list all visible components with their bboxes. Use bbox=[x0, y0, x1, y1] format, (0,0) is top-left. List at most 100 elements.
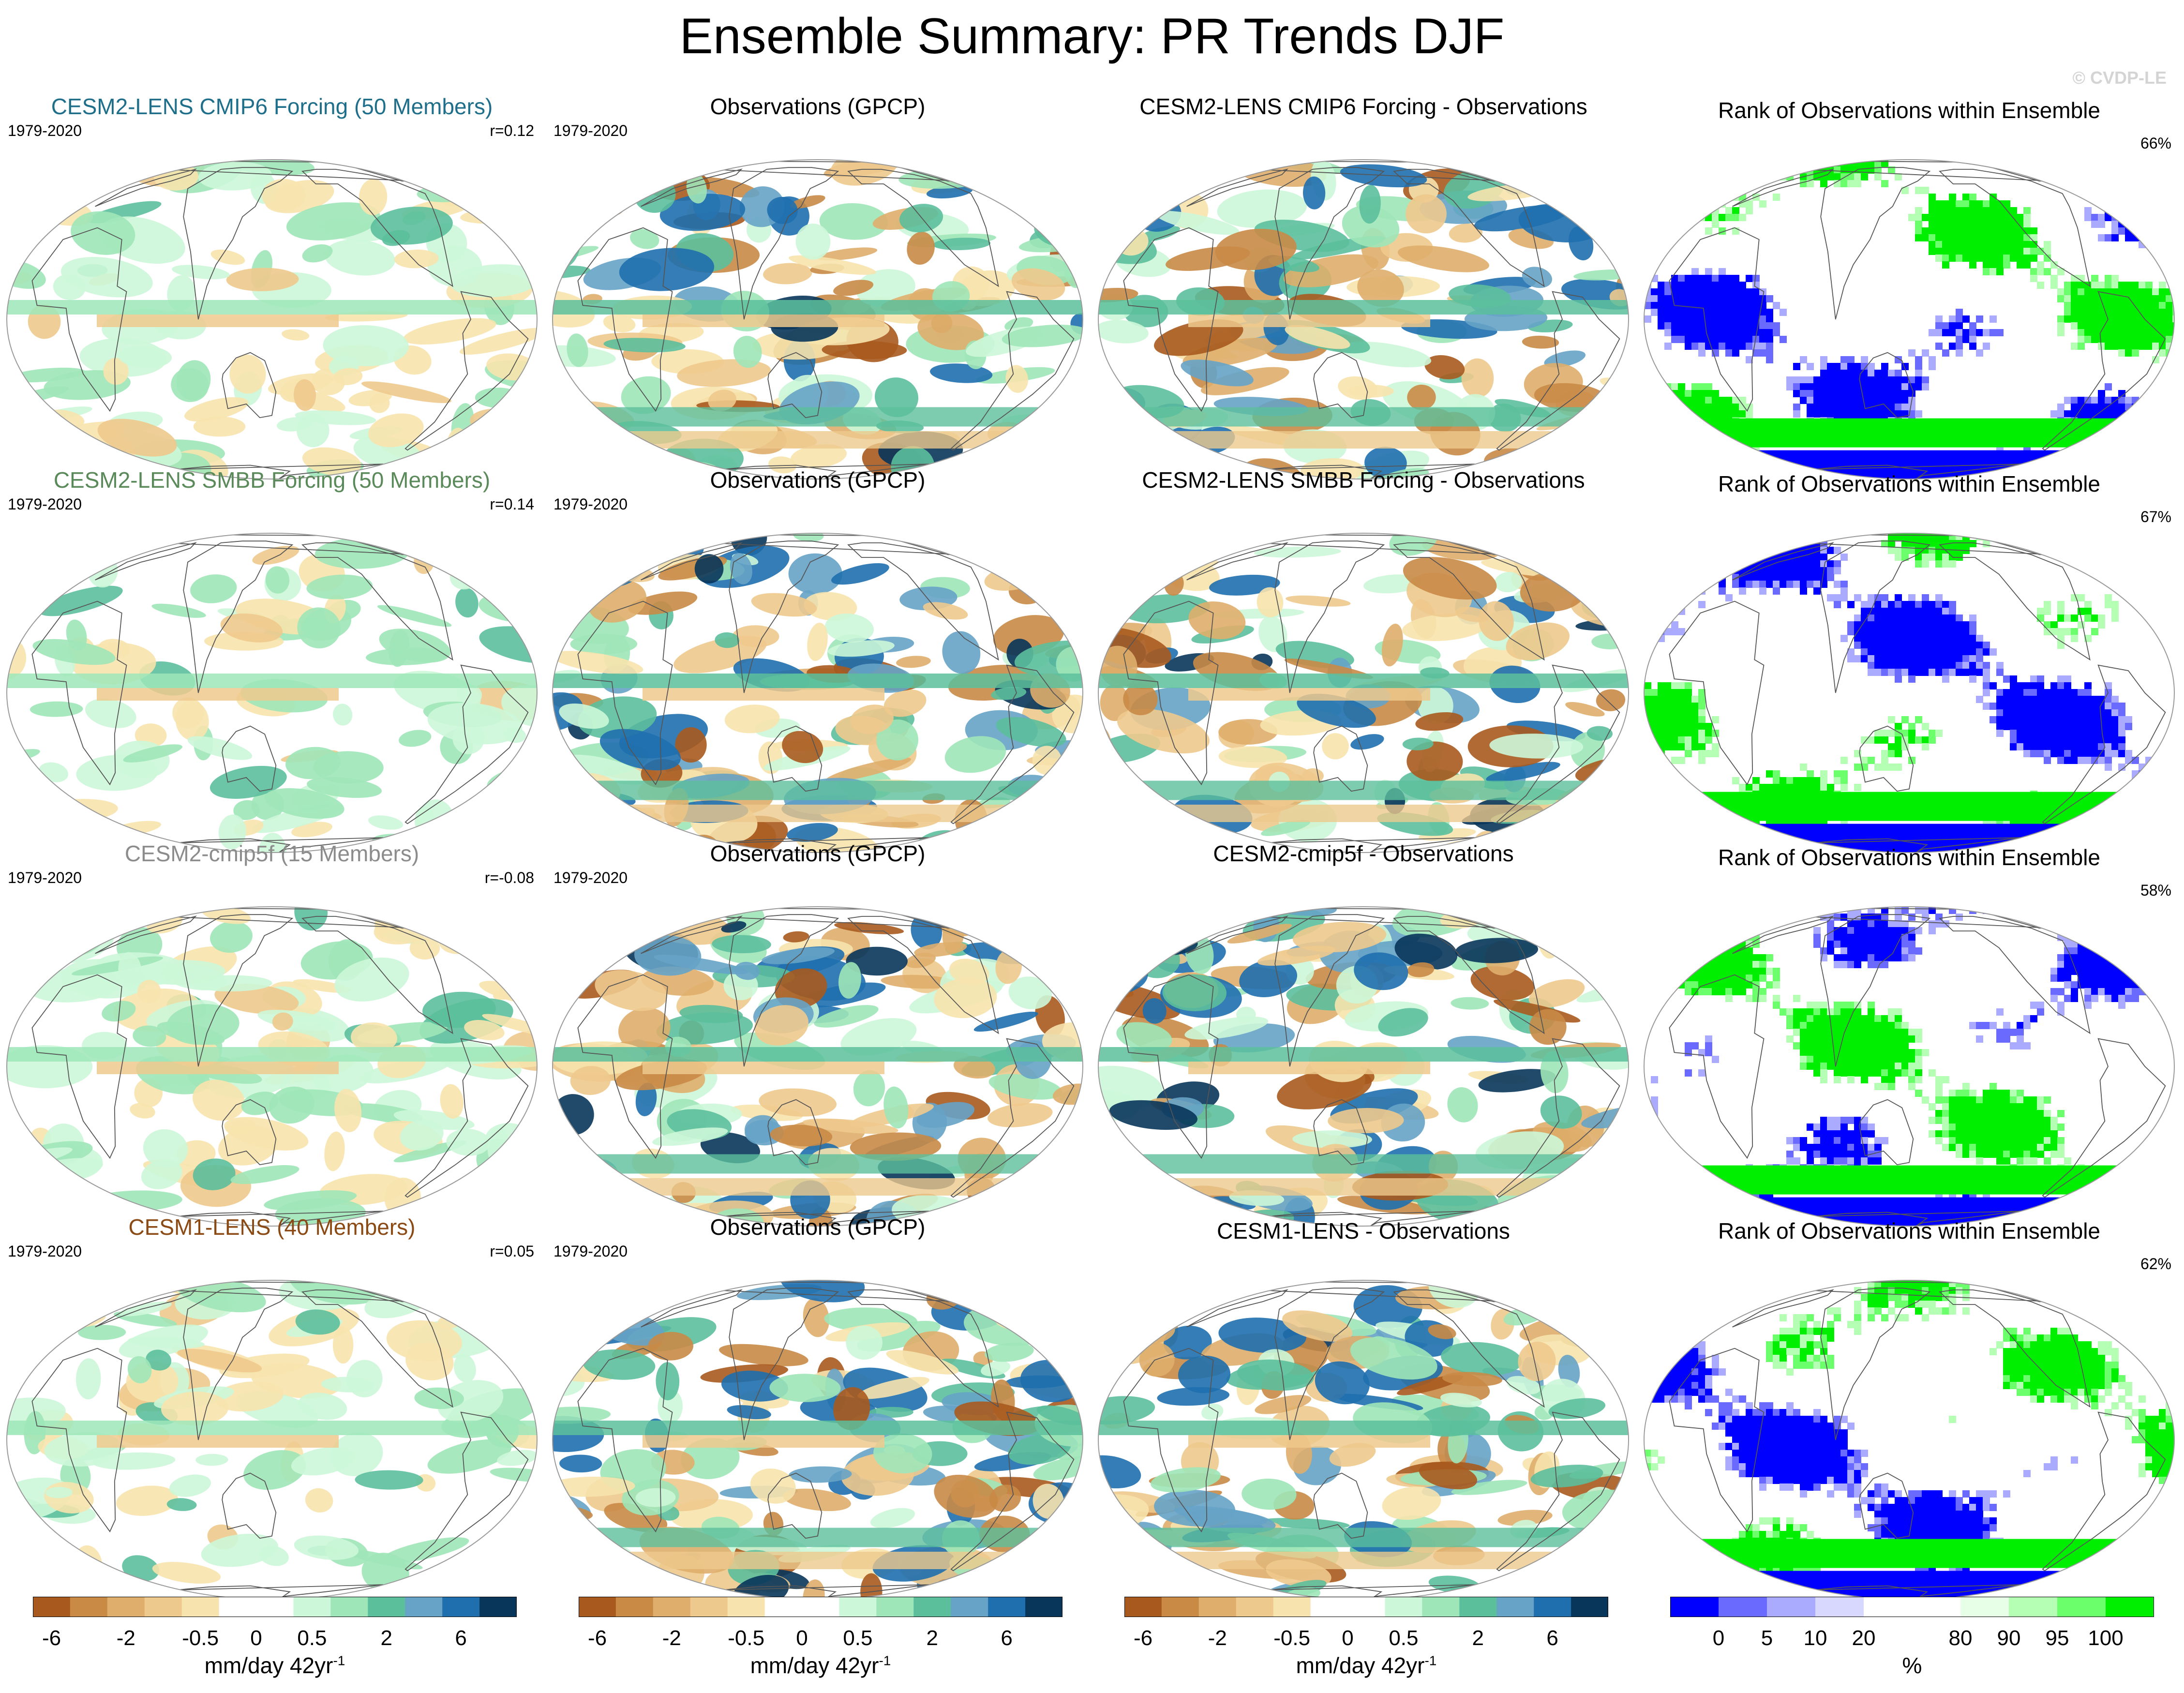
coastline-3 bbox=[1274, 1288, 1385, 1440]
map-field bbox=[7, 1280, 537, 1600]
map-field bbox=[7, 160, 537, 479]
colorbar-swatch bbox=[1310, 1597, 1348, 1617]
coastline-2 bbox=[301, 915, 453, 1034]
coastline-3 bbox=[729, 914, 839, 1067]
coastline-5 bbox=[641, 915, 743, 954]
coastline-2 bbox=[1393, 168, 1545, 287]
colorbar-tick-label: 0 bbox=[1713, 1626, 1724, 1650]
map-panel-r1c3: CESM2-LENS CMIP6 Forcing - Observations bbox=[1092, 92, 1635, 479]
panel-title: Observations (GPCP) bbox=[710, 841, 926, 866]
coastline-3 bbox=[183, 167, 294, 320]
coastline-1 bbox=[2042, 664, 2166, 824]
map-panel-r4c3: CESM1-LENS - Observations bbox=[1092, 1213, 1635, 1600]
colorbar-swatch bbox=[144, 1597, 182, 1617]
coastline-2 bbox=[847, 168, 999, 287]
panel-period: 1979-2020 bbox=[8, 122, 82, 139]
map-plot bbox=[1098, 533, 1629, 853]
colorbar-tick-label: 5 bbox=[1761, 1626, 1773, 1650]
coastline-1 bbox=[950, 291, 1075, 451]
colorbar-swatch bbox=[2106, 1597, 2154, 1617]
panel-title: Observations (GPCP) bbox=[710, 94, 926, 119]
map-panel-r1c4: Rank of Observations within Ensemble 66% bbox=[1637, 92, 2181, 479]
map-border bbox=[1644, 533, 2175, 853]
coastline-4 bbox=[1123, 1348, 1219, 1533]
coastline-1 bbox=[2042, 1411, 2166, 1572]
colorbar-2: -6 -2 -0.5 0 0.5 2 6 mm/day 42yr-1 bbox=[579, 1597, 1062, 1689]
colorbar-swatch bbox=[1767, 1597, 1816, 1617]
panel-title: CESM2-LENS SMBB Forcing - Observations bbox=[1142, 467, 1585, 493]
coastline-2 bbox=[301, 1289, 453, 1408]
panel-title: Observations (GPCP) bbox=[710, 1214, 926, 1240]
map-panel-r2c4: Rank of Observations within Ensemble 67% bbox=[1637, 465, 2181, 853]
coastline-5 bbox=[95, 168, 197, 207]
panel-period: 1979-2020 bbox=[8, 495, 82, 513]
colorbar-swatch bbox=[1534, 1597, 1571, 1617]
panel-title: Rank of Observations within Ensemble bbox=[1718, 471, 2101, 496]
colorbar-tick-label: 80 bbox=[1949, 1626, 1973, 1650]
colorbar-swatch bbox=[1864, 1597, 1913, 1617]
coastline-2 bbox=[301, 168, 453, 287]
panel-title: CESM2-cmip5f (15 Members) bbox=[124, 841, 419, 866]
map-panel-r3c2: Observations (GPCP) 1979-2020 bbox=[546, 839, 1090, 1227]
panel-title: CESM2-LENS CMIP6 Forcing - Observations bbox=[1139, 94, 1587, 119]
panel-period: 1979-2020 bbox=[8, 869, 82, 886]
coastline-1 bbox=[1496, 1038, 1620, 1198]
panel-title: CESM2-cmip5f - Observations bbox=[1213, 841, 1514, 866]
map-border bbox=[1098, 906, 1629, 1227]
map-plot bbox=[552, 159, 1083, 479]
coastline-4 bbox=[31, 1348, 127, 1533]
coastline-1 bbox=[1496, 1411, 1620, 1572]
colorbar-tick-label: -0.5 bbox=[1273, 1626, 1310, 1650]
colorbar-swatch bbox=[951, 1597, 988, 1617]
map-panel-r1c1: CESM2-LENS CMIP6 Forcing (50 Members) 197… bbox=[0, 92, 544, 479]
map-border bbox=[1098, 159, 1629, 479]
coastline-4 bbox=[1669, 1348, 1765, 1533]
coastline-5 bbox=[1186, 168, 1288, 207]
map-panel-r2c1: CESM2-LENS SMBB Forcing (50 Members) 1979… bbox=[0, 465, 544, 853]
panel-period: 1979-2020 bbox=[553, 869, 628, 886]
map-plot bbox=[1098, 906, 1629, 1227]
colorbar-1: -6 -2 -0.5 0 0.5 2 6 mm/day 42yr-1 bbox=[33, 1597, 517, 1689]
coastline-3 bbox=[1820, 167, 1931, 320]
coastline-0 bbox=[767, 352, 823, 419]
coastline-2 bbox=[847, 915, 999, 1034]
coastline-4 bbox=[1669, 600, 1765, 786]
map-field bbox=[1644, 533, 2174, 853]
coastline-2 bbox=[301, 542, 453, 661]
coastline-5 bbox=[95, 1289, 197, 1328]
coastline-4 bbox=[1123, 974, 1219, 1159]
colorbar-swatch bbox=[1198, 1597, 1237, 1617]
coastline-2 bbox=[1939, 915, 2091, 1034]
coastline-0 bbox=[1313, 725, 1368, 792]
colorbar-swatch bbox=[2057, 1597, 2106, 1617]
colorbar-tick-label: 90 bbox=[1997, 1626, 2021, 1650]
coastline-0 bbox=[222, 1472, 277, 1539]
coastline-3 bbox=[1274, 540, 1385, 693]
coastline-2 bbox=[1393, 915, 1545, 1034]
map-panel-r1c2: Observations (GPCP) 1979-2020 bbox=[546, 92, 1090, 479]
panel-period: 1979-2020 bbox=[553, 122, 628, 139]
coastline-1 bbox=[404, 664, 529, 824]
rank-percent: 66% bbox=[2140, 135, 2171, 152]
map-field bbox=[553, 160, 1083, 479]
panel-period: 1979-2020 bbox=[553, 495, 628, 513]
colorbar-tick-label: -6 bbox=[42, 1626, 61, 1650]
colorbar-tick-label: 0 bbox=[250, 1626, 262, 1650]
coastline-0 bbox=[1859, 1472, 1914, 1539]
units-exponent: -1 bbox=[333, 1653, 345, 1668]
colorbar-units-label: mm/day 42yr-1 bbox=[33, 1652, 517, 1678]
coastline-4 bbox=[577, 974, 673, 1159]
coastline-4 bbox=[1123, 600, 1219, 786]
colorbar-swatch bbox=[1912, 1597, 1961, 1617]
map-field bbox=[553, 533, 1083, 853]
coastline-1 bbox=[950, 664, 1075, 824]
map-field bbox=[1098, 160, 1629, 479]
units-exponent: -1 bbox=[1424, 1653, 1437, 1668]
map-plot bbox=[6, 906, 538, 1227]
map-field bbox=[7, 533, 537, 853]
coastline-0 bbox=[1859, 725, 1914, 792]
coastline-1 bbox=[2042, 291, 2166, 451]
colorbar-tick-label: 2 bbox=[1472, 1626, 1484, 1650]
colorbar-swatch bbox=[764, 1597, 802, 1617]
colorbar-tick-label: 0.5 bbox=[1389, 1626, 1418, 1650]
